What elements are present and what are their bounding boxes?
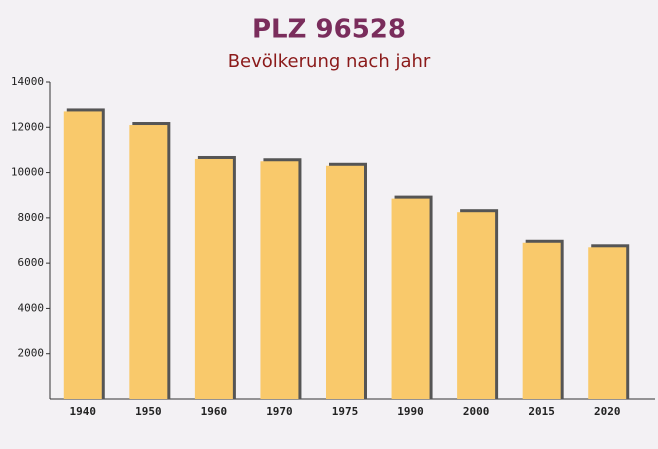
x-tick-label: 1975 (332, 405, 359, 418)
bar (129, 125, 168, 400)
bar (391, 198, 430, 399)
x-tick-label: 2015 (528, 405, 555, 418)
y-tick-label: 2000 (18, 347, 45, 360)
chart-subtitle: Bevölkerung nach jahr (228, 51, 431, 72)
y-tick-label: 14000 (11, 75, 44, 88)
x-tick-label: 1950 (135, 405, 162, 418)
x-tick-label: 1960 (201, 405, 228, 418)
bar (457, 212, 496, 399)
y-tick-label: 4000 (18, 301, 45, 314)
x-tick-label: 2020 (594, 405, 621, 418)
bar (260, 161, 299, 399)
y-tick-label: 10000 (11, 166, 44, 179)
y-tick-label: 12000 (11, 120, 44, 133)
bar (522, 242, 561, 399)
bar (63, 111, 102, 399)
y-tick-label: 6000 (18, 256, 45, 269)
bar (326, 165, 364, 399)
bar (588, 247, 627, 399)
chart-title: PLZ 96528 (252, 15, 406, 45)
y-tick-label: 8000 (18, 211, 45, 224)
x-tick-label: 1970 (266, 405, 293, 418)
bar (194, 158, 233, 399)
x-tick-label: 2000 (463, 405, 490, 418)
x-tick-label: 1990 (397, 405, 424, 418)
x-tick-label: 1940 (70, 405, 97, 418)
